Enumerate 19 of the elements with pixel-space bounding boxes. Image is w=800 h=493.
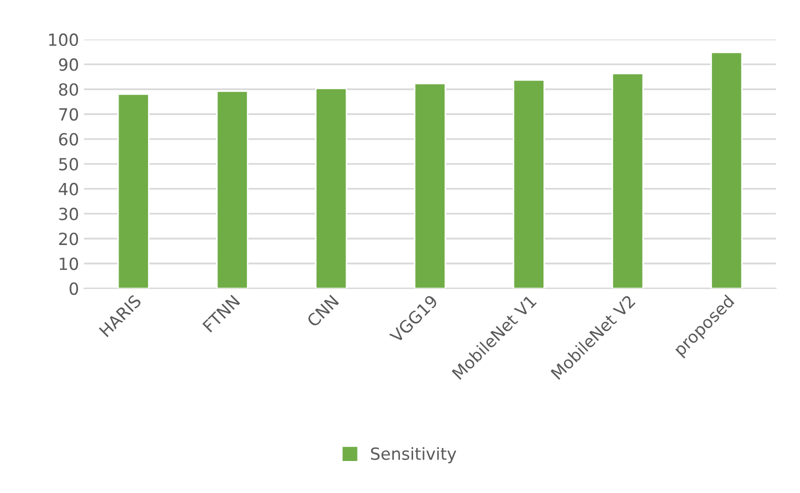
bar — [710, 52, 743, 288]
bar — [216, 90, 248, 288]
y-tick-label: 50 — [59, 158, 78, 170]
y-tick-label: 10 — [60, 257, 78, 270]
bar — [315, 88, 348, 288]
y-tick-label: 20 — [59, 232, 78, 246]
y-tick-label: 70 — [59, 108, 78, 121]
y-tick-label: 100 — [49, 33, 78, 46]
bar — [414, 82, 446, 288]
y-tick-label: 30 — [59, 208, 78, 220]
y-tick-label: 0 — [70, 282, 78, 295]
bar — [612, 72, 644, 288]
bar — [512, 79, 545, 288]
y-tick-label: 40 — [58, 182, 78, 196]
bar — [117, 94, 150, 288]
legend-label: Sensitivity — [371, 447, 456, 464]
y-tick-label: 90 — [58, 58, 78, 71]
y-tick-label: 80 — [59, 83, 78, 96]
y-tick-label: 60 — [59, 132, 78, 146]
